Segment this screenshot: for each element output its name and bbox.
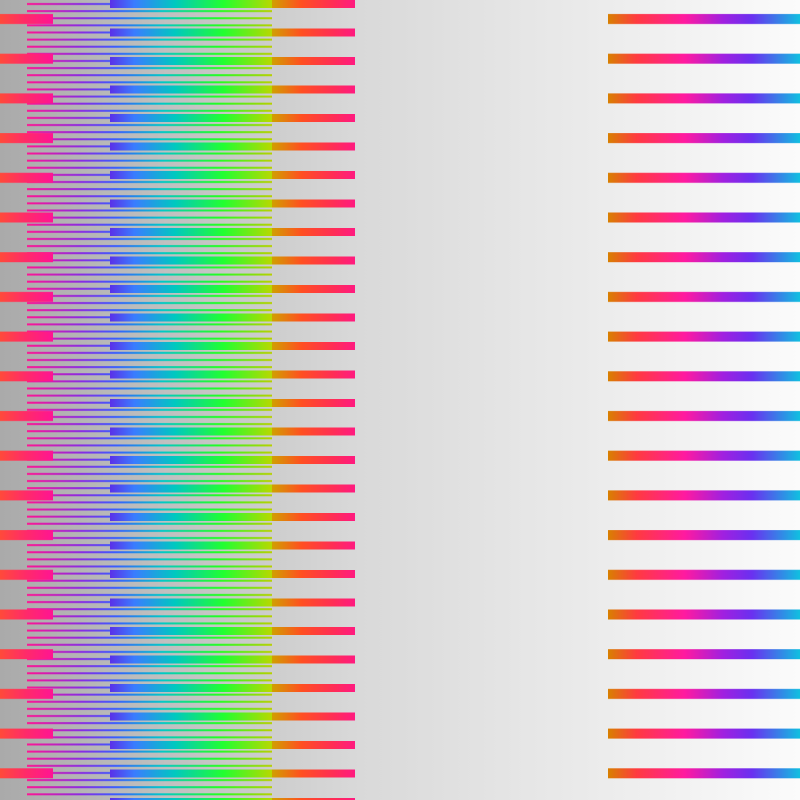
page-body: [0, 0, 800, 800]
wide-bars: [0, 0, 800, 800]
stripe-pattern: [0, 0, 800, 800]
page: {} html, body { margin: 0; padding: 0; w…: [0, 0, 800, 800]
